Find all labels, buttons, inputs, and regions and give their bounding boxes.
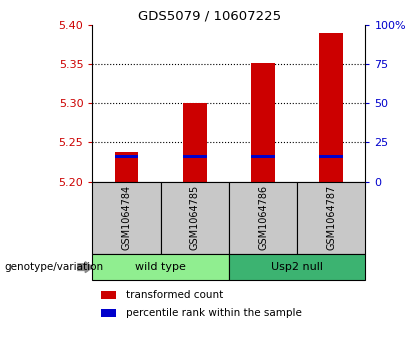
Text: genotype/variation: genotype/variation <box>4 262 103 272</box>
Bar <box>319 33 343 182</box>
Text: wild type: wild type <box>135 262 186 272</box>
Bar <box>183 103 207 182</box>
Text: GSM1064785: GSM1064785 <box>190 185 200 250</box>
Text: Usp2 null: Usp2 null <box>271 262 323 272</box>
Bar <box>251 63 275 182</box>
Text: percentile rank within the sample: percentile rank within the sample <box>126 308 302 318</box>
Bar <box>183 155 207 158</box>
Bar <box>319 155 343 158</box>
Bar <box>115 152 139 182</box>
Bar <box>251 155 275 158</box>
Text: GDS5079 / 10607225: GDS5079 / 10607225 <box>139 9 281 22</box>
Text: GSM1064786: GSM1064786 <box>258 185 268 250</box>
Bar <box>115 155 139 158</box>
Text: transformed count: transformed count <box>126 290 223 300</box>
Text: GSM1064787: GSM1064787 <box>326 185 336 250</box>
Text: GSM1064784: GSM1064784 <box>121 185 131 250</box>
